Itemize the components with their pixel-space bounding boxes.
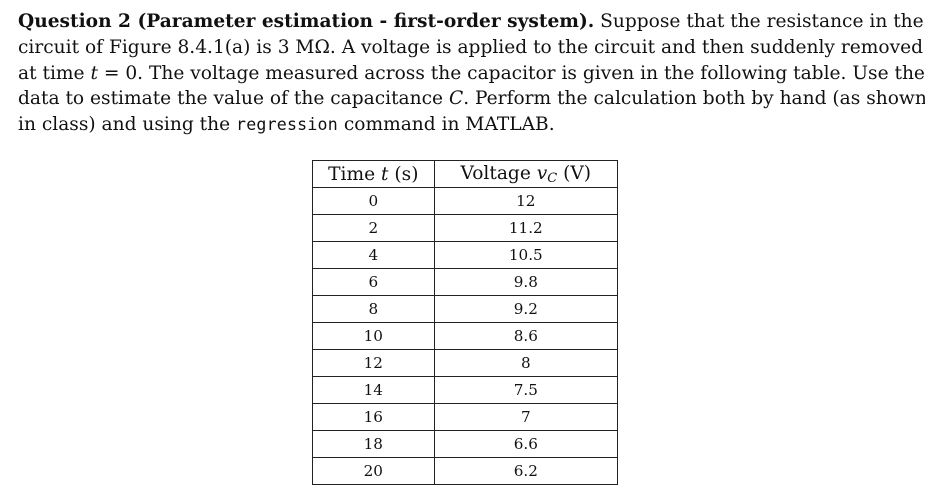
table-row: 8 9.2 (312, 295, 619, 323)
table-row: 12 8 (312, 349, 619, 377)
time-cell: 16 (312, 403, 435, 431)
question-heading: Question 2 (Parameter estimation - first… (18, 11, 595, 32)
table-row: 0 12 (312, 187, 619, 215)
time-cell: 0 (312, 187, 435, 215)
voltage-cell: 11.2 (433, 214, 619, 242)
question-line-1-text: Suppose that the resistance in the (594, 11, 924, 32)
voltage-header-subscript: C (547, 170, 558, 186)
voltage-cell: 7 (433, 403, 619, 431)
time-header-variable: t (381, 163, 389, 185)
voltage-header-unit: (V) (557, 162, 592, 184)
question-line-5-end: command in MATLAB. (337, 114, 555, 136)
voltage-table-container: Time t (s) Voltage vC (V) 0 12 2 11.2 4 10.… (312, 160, 619, 485)
time-cell: 12 (312, 349, 435, 377)
table-row: 16 7 (312, 403, 619, 431)
voltage-cell: 9.8 (433, 268, 619, 296)
voltage-cell: 9.2 (433, 295, 619, 323)
question-line-3-start: at time (18, 62, 91, 84)
question-line-4-end: . Perform the calculation both by hand (… (463, 88, 925, 110)
question-line-3: at time t = 0. The voltage measured acro… (18, 61, 925, 87)
capacitance-variable: C (448, 88, 464, 110)
question-text: Question 2 (Parameter estimation - first… (18, 9, 925, 138)
question-line-5-start: in class) and using the (18, 114, 237, 136)
table-row: 14 7.5 (312, 376, 619, 404)
voltage-cell: 12 (433, 187, 619, 215)
voltage-cell: 8 (433, 349, 619, 377)
time-cell: 10 (312, 322, 435, 350)
table-row: 10 8.6 (312, 322, 619, 350)
time-cell: 2 (312, 214, 435, 242)
voltage-cell: 7.5 (433, 376, 619, 404)
time-variable: t (90, 62, 98, 84)
table-row: 6 9.8 (312, 268, 619, 296)
table-row: 2 11.2 (312, 214, 619, 242)
time-cell: 18 (312, 430, 435, 458)
time-header-unit: (s) (388, 163, 419, 185)
time-column-header: Time t (s) (312, 160, 435, 188)
table-header-row: Time t (s) Voltage vC (V) (312, 160, 619, 188)
voltage-column-header: Voltage vC (V) (433, 160, 619, 188)
question-line-4: data to estimate the value of the capaci… (18, 86, 925, 112)
matlab-command: regression (236, 115, 338, 135)
time-cell: 14 (312, 376, 435, 404)
question-line-1: Question 2 (Parameter estimation - first… (18, 9, 924, 35)
question-line-3-end: = 0. The voltage measured across the cap… (97, 62, 925, 84)
voltage-cell: 6.2 (433, 457, 619, 485)
voltage-cell: 10.5 (433, 241, 619, 269)
voltage-header-variable: v (536, 162, 548, 184)
voltage-data-table: Time t (s) Voltage vC (V) 0 12 2 11.2 4 10.… (312, 160, 619, 485)
time-cell: 8 (312, 295, 435, 323)
voltage-cell: 8.6 (433, 322, 619, 350)
question-line-5: in class) and using the regression comma… (18, 112, 915, 138)
voltage-cell: 6.6 (433, 430, 619, 458)
time-cell: 20 (312, 457, 435, 485)
table-row: 20 6.2 (312, 457, 619, 485)
table-row: 18 6.6 (312, 430, 619, 458)
question-line-2: circuit of Figure 8.4.1(a) is 3 MΩ. A vo… (18, 36, 923, 58)
time-cell: 4 (312, 241, 435, 269)
question-line-4-start: data to estimate the value of the capaci… (18, 88, 449, 110)
time-cell: 6 (312, 268, 435, 296)
table-row: 4 10.5 (312, 241, 619, 269)
